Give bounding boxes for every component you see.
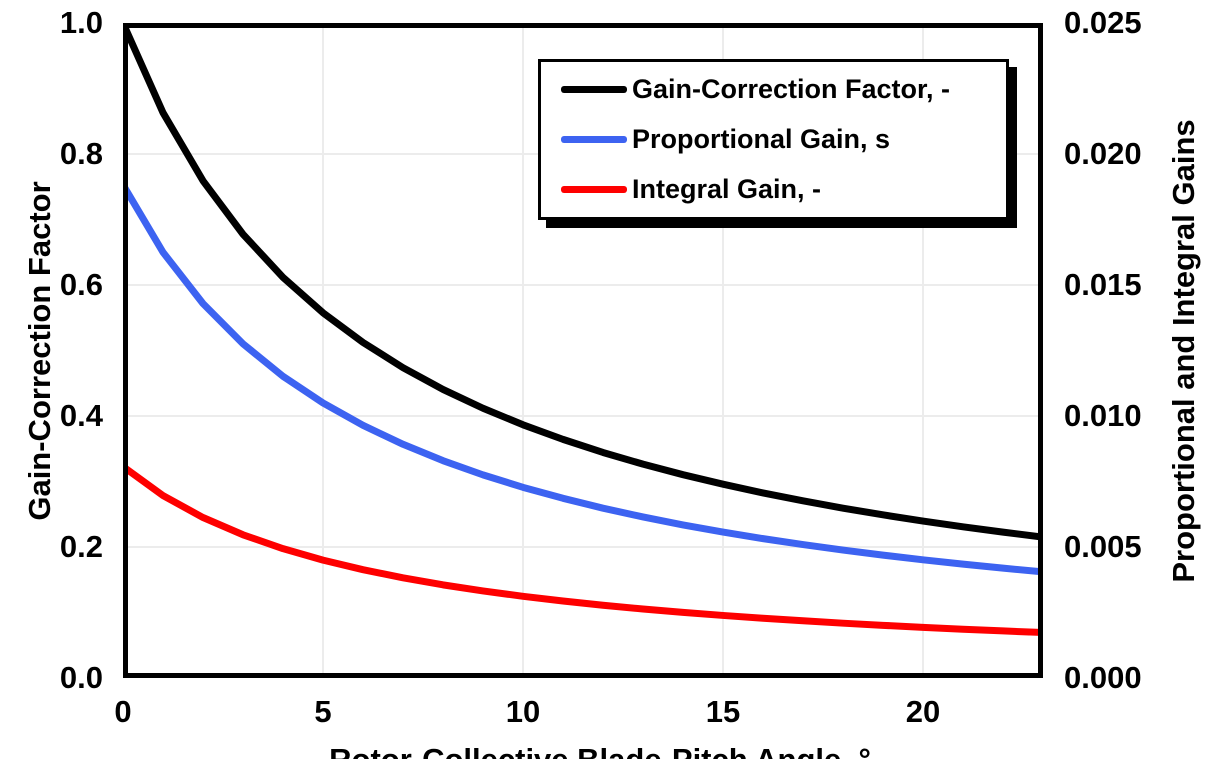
curve-1 xyxy=(123,181,1043,576)
y-right-tick-label: 0.005 xyxy=(1064,529,1142,564)
x-axis-title: Rotor-Collective Blade-Pitch Angle, ° xyxy=(329,742,871,759)
legend-line-red xyxy=(561,186,627,194)
y-left-tick-label: 0.6 xyxy=(59,267,103,302)
y-left-tick-label: 0.8 xyxy=(59,136,103,171)
x-tick-label: 0 xyxy=(114,694,132,729)
legend-item-proportional-gain: Proportional Gain, s xyxy=(561,124,1006,155)
y-right-tick-label: 0.025 xyxy=(1064,5,1142,40)
y-left-tick-label: 0.2 xyxy=(59,529,103,564)
legend-label: Proportional Gain, s xyxy=(632,123,891,154)
y-axis-right-title: Proportional and Integral Gains xyxy=(1166,119,1201,583)
curve-0 xyxy=(123,23,1043,541)
y-left-tick-label: 0.4 xyxy=(59,398,103,433)
y-left-tick-label: 0.0 xyxy=(59,660,103,695)
legend-item-integral-gain: Integral Gain, - xyxy=(561,174,1006,205)
x-tick-label: 20 xyxy=(905,694,941,729)
x-tick-label: 15 xyxy=(705,694,741,729)
x-tick-label: 5 xyxy=(314,694,332,729)
y-right-tick-label: 0.010 xyxy=(1064,398,1142,433)
legend: Gain-Correction Factor, - Proportional G… xyxy=(538,59,1009,220)
legend-line-blue xyxy=(561,135,627,143)
y-axis-left-title: Gain-Correction Factor xyxy=(22,181,57,521)
legend-item-gain-correction: Gain-Correction Factor, - xyxy=(561,74,1006,105)
legend-label: Gain-Correction Factor, - xyxy=(632,73,951,104)
plot-frame xyxy=(123,23,1043,678)
y-left-tick-label: 1.0 xyxy=(59,5,103,40)
y-right-tick-label: 0.015 xyxy=(1064,267,1142,302)
y-right-tick-label: 0.000 xyxy=(1064,660,1142,695)
y-right-tick-label: 0.020 xyxy=(1064,136,1142,171)
data-curves xyxy=(123,23,1043,637)
legend-line-black xyxy=(561,85,627,93)
legend-label: Integral Gain, - xyxy=(632,174,822,205)
x-tick-label: 10 xyxy=(505,694,541,729)
curve-2 xyxy=(123,463,1043,637)
